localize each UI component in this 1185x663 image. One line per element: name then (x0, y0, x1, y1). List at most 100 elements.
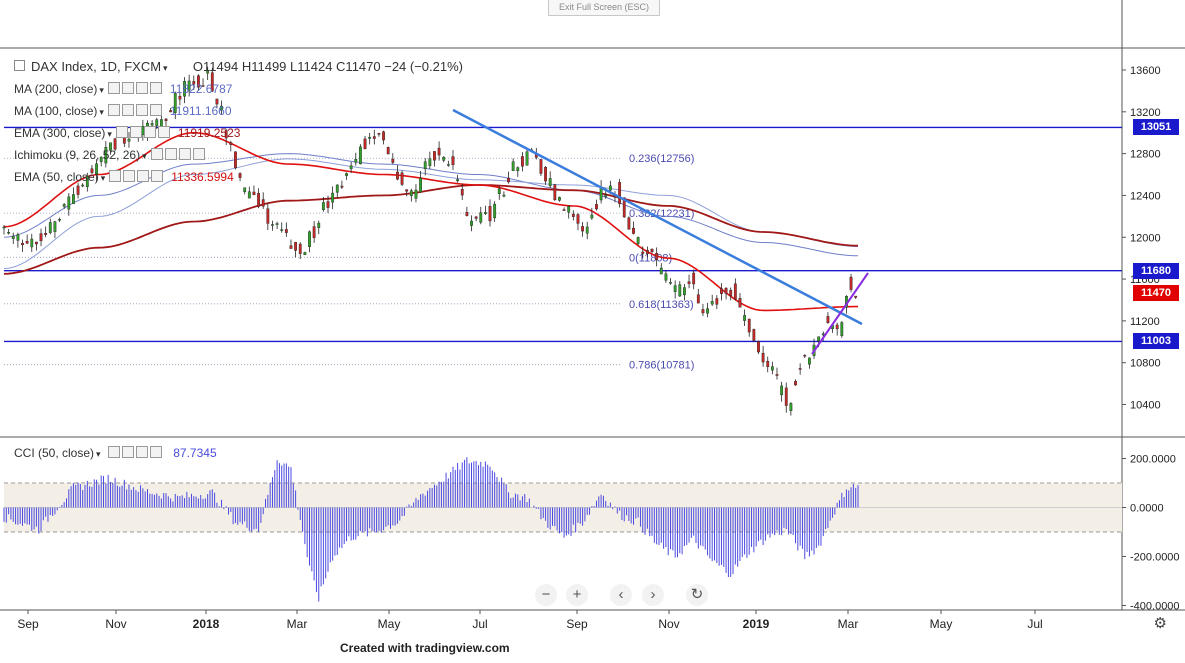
candle-body (456, 179, 460, 182)
candle-body (525, 151, 529, 166)
scroll-right-button[interactable]: › (642, 584, 664, 606)
candle-body (576, 214, 580, 224)
candle-body (39, 233, 43, 242)
cci-label[interactable]: CCI (50, close) (14, 446, 95, 460)
candle-body (766, 360, 770, 368)
indicator-controls[interactable] (150, 148, 207, 162)
candle-body (391, 158, 395, 163)
time-tick-label: Jul (472, 617, 487, 631)
candle-body (405, 189, 409, 192)
candle-body (433, 151, 436, 161)
candle-body (442, 156, 446, 161)
candle-body (655, 253, 659, 260)
indicator-legend: EMA (50, close) ▾ 11336.5994 (14, 170, 234, 184)
candle-body (206, 69, 210, 74)
indicator-label[interactable]: MA (200, close) (14, 82, 98, 96)
time-tick-label: Sep (17, 617, 39, 631)
candle-body (280, 229, 284, 231)
candle-body (271, 224, 274, 226)
candle-body (400, 172, 404, 185)
candle-body (187, 80, 191, 91)
candle-body (178, 95, 182, 100)
indicator-legend: EMA (300, close) ▾ 11919.2523 (14, 126, 240, 140)
candle-body (335, 184, 339, 193)
reset-view-button[interactable]: ↻ (686, 584, 708, 606)
candle-body (548, 178, 552, 187)
candle-body (76, 185, 80, 195)
candle-body (72, 194, 75, 205)
candle-body (197, 75, 200, 88)
candle-body (210, 72, 214, 92)
indicator-label[interactable]: EMA (300, close) (14, 126, 106, 140)
candle-body (780, 385, 784, 396)
time-tick-label: 2019 (743, 617, 770, 631)
chevron-down-icon[interactable]: ▾ (142, 151, 147, 161)
candle-body (289, 245, 293, 249)
indicator-label[interactable]: Ichimoku (9, 26, 52, 26) (14, 148, 141, 162)
candle-body (835, 324, 839, 330)
chevron-down-icon[interactable]: ▾ (99, 85, 104, 95)
candle-body (67, 196, 71, 210)
candle-body (81, 184, 85, 187)
gear-icon[interactable]: ⚙ (1153, 615, 1167, 632)
indicator-controls[interactable] (107, 104, 164, 118)
candle-body (155, 119, 159, 127)
candle-body (377, 133, 381, 135)
scroll-left-button[interactable]: ‹ (610, 584, 632, 606)
candle-body (807, 357, 811, 365)
price-tick-label: 10800 (1130, 358, 1161, 370)
collapse-icon[interactable] (14, 60, 25, 71)
candle-body (7, 232, 11, 234)
time-tick-label: Jul (1027, 617, 1042, 631)
candle-body (183, 81, 186, 97)
zoom-in-button[interactable]: + (566, 584, 588, 606)
indicator-label[interactable]: EMA (50, close) (14, 170, 99, 184)
price-tag: 13051 (1133, 119, 1179, 136)
candle-body (252, 191, 256, 196)
candle-body (511, 161, 515, 171)
candle-body (571, 213, 575, 217)
cci-tick-label: -400.0000 (1130, 601, 1180, 613)
indicator-controls[interactable] (107, 82, 164, 96)
candle-body (497, 188, 501, 194)
candle-body (636, 237, 640, 244)
chevron-down-icon[interactable]: ▾ (99, 107, 104, 117)
candle-body (460, 189, 464, 196)
candle-body (90, 168, 94, 173)
candle-body (62, 204, 66, 207)
symbol-title[interactable]: DAX Index, 1D, FXCM (31, 59, 162, 74)
chevron-down-icon[interactable]: ▾ (96, 449, 101, 459)
indicator-legend: MA (100, close) ▾ 11911.1660 (14, 104, 232, 118)
price-tick-label: 13600 (1130, 65, 1161, 77)
candle-body (372, 136, 376, 139)
candle-body (715, 298, 719, 305)
chevron-down-icon[interactable]: ▾ (163, 63, 168, 73)
fib-level-label: 0.618(11363) (629, 299, 694, 311)
cci-controls[interactable] (107, 446, 164, 460)
chevron-down-icon[interactable]: ▾ (100, 173, 106, 183)
candle-body (474, 216, 478, 219)
candle-body (738, 298, 742, 308)
candle-body (451, 156, 455, 165)
exit-fullscreen-button[interactable]: Exit Full Screen (ESC) (548, 0, 660, 16)
indicator-controls[interactable] (115, 126, 172, 140)
zoom-out-button[interactable]: − (535, 584, 557, 606)
price-tick-label: 13200 (1130, 107, 1161, 119)
candle-body (345, 173, 348, 176)
candle-body (99, 156, 103, 162)
indicator-label[interactable]: MA (100, close) (14, 104, 98, 118)
candle-body (396, 171, 399, 180)
candle-body (127, 138, 131, 142)
chevron-down-icon[interactable]: ▾ (107, 129, 112, 139)
candle-body (798, 368, 802, 370)
cci-tick-label: 0.0000 (1130, 503, 1164, 515)
candle-body (11, 235, 15, 239)
credit-text: Created with tradingview.com (340, 641, 510, 655)
indicator-controls[interactable] (109, 170, 165, 184)
candle-body (298, 243, 302, 254)
candle-body (266, 208, 270, 224)
candle-body (757, 341, 760, 353)
candle-body (840, 322, 844, 336)
